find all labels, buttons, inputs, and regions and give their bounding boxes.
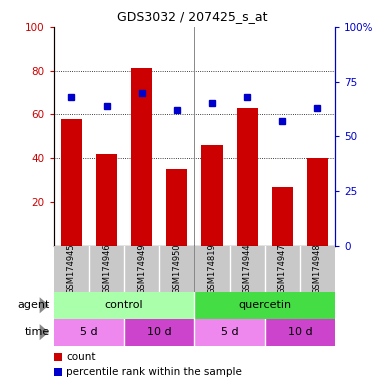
Bar (265, 319, 335, 346)
Bar (61, 119, 82, 246)
Text: 5 d: 5 d (221, 327, 238, 337)
Bar (194, 319, 265, 346)
Bar (194, 292, 335, 319)
Bar (54, 292, 194, 319)
Bar (166, 169, 187, 246)
Text: agent: agent (18, 300, 50, 310)
Text: 5 d: 5 d (80, 327, 98, 337)
Text: GSM174950: GSM174950 (172, 243, 181, 294)
Polygon shape (40, 324, 49, 340)
Text: GSM174947: GSM174947 (278, 243, 287, 294)
Bar (54, 319, 124, 346)
Text: 10 d: 10 d (147, 327, 172, 337)
Bar (96, 154, 117, 246)
Bar (307, 158, 328, 246)
Text: GSM174946: GSM174946 (102, 243, 111, 294)
Bar (236, 108, 258, 246)
Text: GSM174819: GSM174819 (208, 243, 216, 294)
Text: control: control (105, 300, 144, 310)
Text: 10 d: 10 d (288, 327, 312, 337)
Bar (272, 187, 293, 246)
Text: GSM174948: GSM174948 (313, 243, 322, 294)
Bar (124, 319, 194, 346)
Text: GSM174949: GSM174949 (137, 243, 146, 294)
Text: percentile rank within the sample: percentile rank within the sample (66, 367, 242, 377)
Text: GDS3032 / 207425_s_at: GDS3032 / 207425_s_at (117, 10, 268, 23)
Bar (131, 68, 152, 246)
Text: time: time (25, 327, 50, 337)
Text: quercetin: quercetin (238, 300, 291, 310)
Polygon shape (40, 297, 49, 313)
Text: GSM174945: GSM174945 (67, 243, 76, 294)
Text: count: count (66, 352, 96, 362)
Bar (201, 145, 223, 246)
Text: GSM174944: GSM174944 (243, 243, 252, 294)
